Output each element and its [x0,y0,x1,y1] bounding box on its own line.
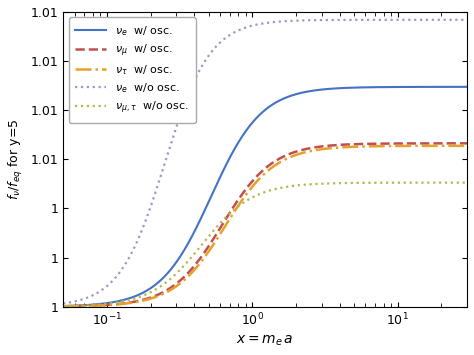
Y-axis label: $f_\nu/f_{eq}$ for y=5: $f_\nu/f_{eq}$ for y=5 [7,119,25,200]
X-axis label: $x=m_e\,a$: $x=m_e\,a$ [237,334,294,348]
Legend: $\nu_e$  w/ osc., $\nu_\mu$  w/ osc., $\nu_\tau$  w/ osc., $\nu_e$  w/o osc., $\: $\nu_e$ w/ osc., $\nu_\mu$ w/ osc., $\nu… [69,17,195,123]
